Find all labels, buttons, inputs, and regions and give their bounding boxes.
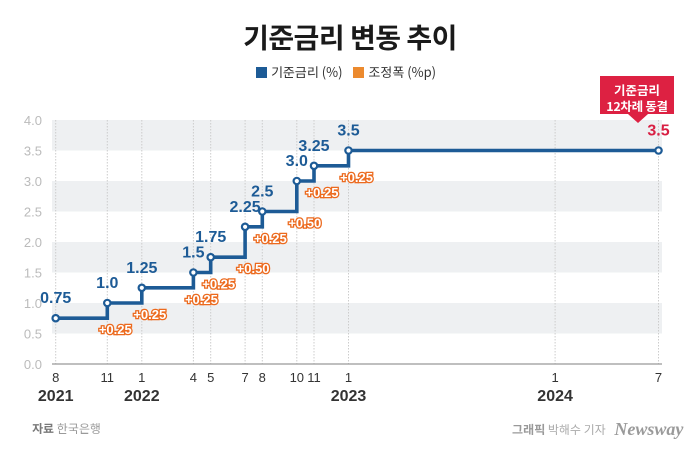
svg-text:0.0: 0.0 [24, 357, 42, 372]
svg-text:1: 1 [551, 370, 558, 385]
svg-text:2022: 2022 [124, 388, 160, 405]
svg-text:2023: 2023 [331, 388, 367, 405]
svg-text:4: 4 [190, 370, 197, 385]
svg-text:1.25: 1.25 [126, 260, 157, 277]
svg-text:+0.25: +0.25 [306, 185, 339, 200]
svg-text:3.0: 3.0 [286, 153, 308, 170]
svg-text:1: 1 [138, 370, 145, 385]
svg-text:8: 8 [259, 370, 266, 385]
svg-text:11: 11 [101, 370, 115, 385]
svg-text:+0.50: +0.50 [237, 261, 270, 276]
svg-text:5: 5 [207, 370, 214, 385]
svg-text:3.0: 3.0 [24, 174, 42, 189]
svg-text:1.0: 1.0 [96, 275, 118, 292]
svg-text:3.25: 3.25 [298, 138, 329, 155]
svg-text:2.0: 2.0 [24, 235, 42, 250]
svg-text:0.75: 0.75 [40, 290, 71, 307]
svg-text:7: 7 [655, 370, 662, 385]
svg-text:+0.25: +0.25 [133, 307, 166, 322]
svg-text:1.5: 1.5 [182, 245, 204, 262]
svg-text:+0.25: +0.25 [202, 277, 235, 292]
svg-text:+0.25: +0.25 [340, 170, 373, 185]
svg-text:11: 11 [307, 370, 321, 385]
svg-text:8: 8 [52, 370, 59, 385]
svg-text:2021: 2021 [38, 388, 74, 405]
svg-text:4.0: 4.0 [24, 113, 42, 128]
svg-text:10: 10 [290, 370, 304, 385]
svg-text:3.5: 3.5 [337, 123, 359, 140]
svg-text:3.5: 3.5 [647, 123, 669, 140]
svg-text:3.5: 3.5 [24, 144, 42, 159]
svg-text:1: 1 [345, 370, 352, 385]
svg-text:2.5: 2.5 [251, 184, 273, 201]
svg-text:2.25: 2.25 [230, 199, 261, 216]
svg-text:0.5: 0.5 [24, 327, 42, 342]
svg-text:+0.25: +0.25 [185, 292, 218, 307]
svg-text:+0.50: +0.50 [288, 216, 321, 231]
svg-text:+0.25: +0.25 [254, 231, 287, 246]
svg-text:+0.25: +0.25 [99, 322, 132, 337]
svg-text:7: 7 [241, 370, 248, 385]
svg-text:2.5: 2.5 [24, 205, 42, 220]
svg-text:2024: 2024 [537, 388, 573, 405]
svg-text:1.75: 1.75 [195, 229, 226, 246]
svg-text:1.5: 1.5 [24, 266, 42, 281]
svg-text:12차례 동결: 12차례 동결 [606, 96, 668, 115]
